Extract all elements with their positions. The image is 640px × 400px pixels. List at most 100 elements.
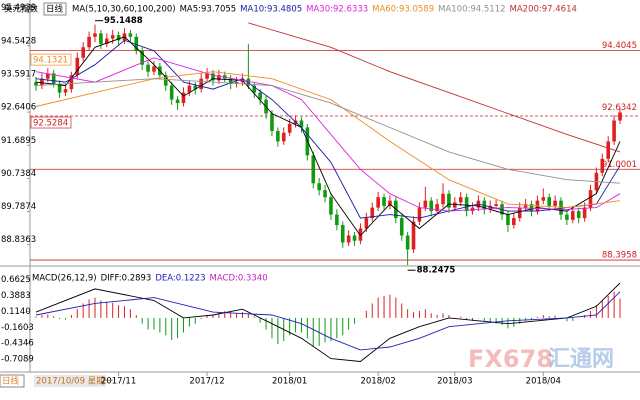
candle-body [482, 200, 487, 210]
macd-bar [507, 317, 509, 329]
annotation: 95.1488 [104, 16, 143, 26]
period-button-label: 日线 [2, 376, 20, 387]
macd-bar [607, 295, 609, 318]
macd-bar [554, 315, 556, 318]
candle-body [199, 78, 203, 90]
macd-bar [253, 316, 255, 318]
candle-body [211, 73, 215, 81]
macd-bar [224, 310, 226, 318]
candle-body [40, 78, 44, 86]
candle-body [541, 197, 546, 201]
ma-line [35, 57, 621, 212]
candle-body [187, 85, 192, 93]
macd-bar [271, 317, 273, 339]
macd-bar [619, 298, 621, 318]
macd-bar [159, 317, 161, 333]
chart-title: 美元指数 [4, 4, 39, 15]
macd-bar [129, 309, 131, 318]
candle-body [317, 183, 321, 191]
macd-bar [153, 317, 155, 330]
candle-body [494, 204, 498, 206]
macd-bar [35, 316, 37, 318]
legend-entry: MA200:97.4614 [510, 5, 577, 15]
macd-bar [483, 317, 485, 321]
macd-bar [348, 317, 350, 330]
candle-body [75, 57, 80, 76]
candle-body [116, 35, 121, 41]
macd-bar [277, 317, 279, 345]
candle-body [146, 64, 150, 72]
x-tick-label: 2017/11 [101, 377, 136, 387]
candle-body [69, 75, 74, 90]
macd-bar [241, 312, 243, 318]
annotation: 88.2475 [417, 266, 456, 276]
candle-body [417, 207, 422, 222]
candle-body [169, 85, 174, 100]
candle-body [193, 85, 198, 90]
candle-body [435, 204, 439, 212]
macd-bar [100, 300, 102, 318]
macd-bar [513, 317, 515, 327]
y-tick-label: 88.8363 [1, 235, 36, 245]
macd-bar [342, 317, 344, 336]
macd-bar [401, 303, 403, 318]
y-tick-label: -0.1603 [1, 323, 34, 333]
macd-bar [572, 317, 574, 321]
macd-bar [442, 313, 444, 318]
candle-body [252, 85, 257, 93]
candle-body [464, 197, 469, 212]
period-box [43, 2, 67, 16]
macd-bar [472, 317, 474, 321]
macd-bar [371, 303, 373, 318]
cursor-date-box [34, 375, 106, 387]
macd-bar [94, 297, 96, 318]
macd-bar [460, 316, 462, 318]
candle-body [441, 193, 445, 205]
legend-entry: MA10:93.4805 [240, 5, 302, 15]
x-tick-label: 2018/04 [526, 377, 561, 387]
candle-body [311, 155, 316, 184]
macd-bar [436, 315, 438, 318]
candle-body [517, 207, 522, 219]
y-tick-label: 0.6625 [1, 275, 31, 285]
candle-body [140, 50, 144, 65]
x-tick-label: 2018/03 [437, 377, 472, 387]
candle-body [364, 218, 369, 229]
period-button[interactable] [0, 374, 25, 388]
level-label: 91.0001 [602, 160, 637, 170]
macd-bar [59, 317, 61, 320]
legend-entry: MA60:93.0589 [372, 5, 434, 15]
macd-bar [171, 317, 173, 341]
candle-body [429, 200, 434, 212]
candle-body [388, 200, 392, 206]
macd-bar [383, 295, 385, 318]
macd-bar [377, 297, 379, 318]
candle-body [57, 83, 62, 93]
macd-bar [489, 317, 491, 323]
y-tick-label: -0.7089 [1, 355, 34, 365]
price-tag-box [30, 53, 72, 66]
price-tag: 94.1321 [33, 56, 68, 66]
macd-line [35, 282, 621, 362]
candle-body [447, 193, 451, 208]
macd-bar [424, 309, 426, 318]
macd-bar [389, 294, 391, 318]
candle-body [582, 207, 587, 219]
candle-body [453, 202, 457, 208]
macd-bar [289, 317, 291, 336]
candle-body [281, 132, 286, 142]
macd-bar [466, 317, 468, 320]
watermark-brand: FX678 [468, 345, 553, 373]
candle-body [488, 205, 493, 210]
watermark-name: 汇通网 [548, 347, 614, 372]
candle-body [588, 190, 593, 208]
candle-body [163, 75, 168, 86]
candle-body [51, 73, 56, 84]
macd-bar [76, 309, 78, 318]
ma-line [35, 78, 621, 184]
macd-bar [407, 309, 409, 318]
macd-bar [519, 317, 521, 324]
x-tick-label: 2018/02 [360, 377, 395, 387]
candle-body [175, 99, 180, 104]
price-tag: 92.6342 [602, 103, 637, 113]
